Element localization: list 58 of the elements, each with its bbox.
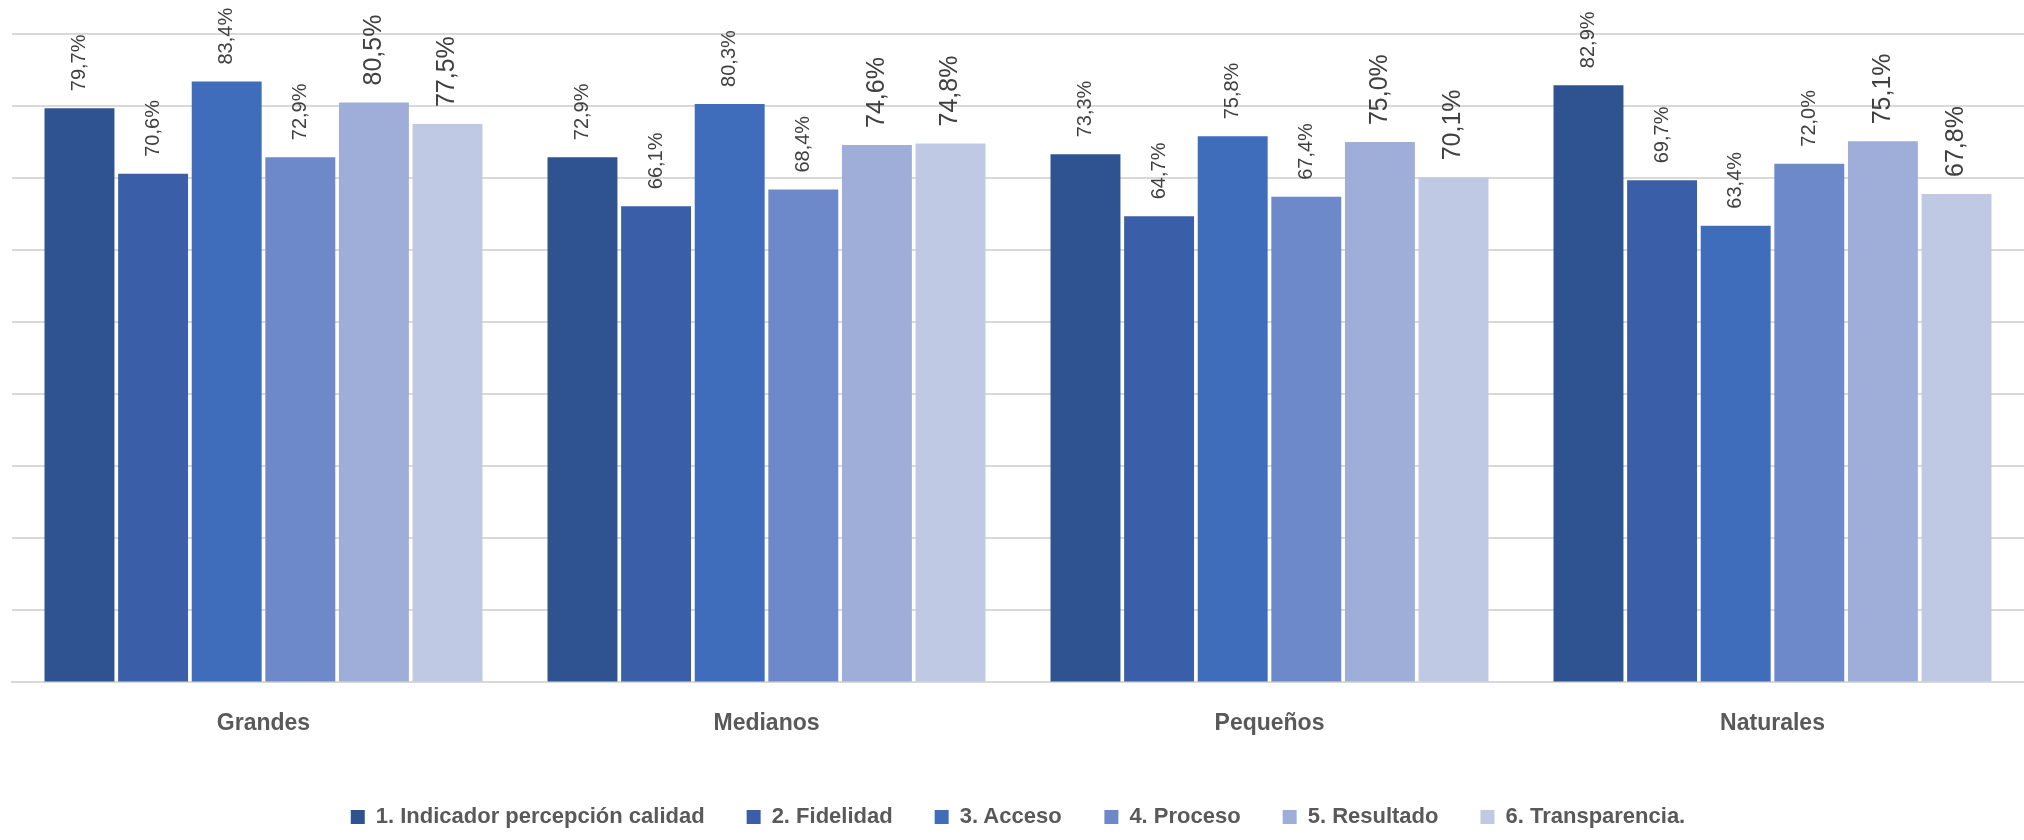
legend-label: 1. Indicador percepción calidad <box>375 803 705 829</box>
bar <box>1271 196 1342 682</box>
data-label: 73,3% <box>1073 80 1095 138</box>
bar <box>338 102 409 682</box>
data-label: 70,6% <box>140 99 163 157</box>
bar <box>621 206 692 682</box>
data-label: 66,1% <box>643 132 666 190</box>
data-label: 69,7% <box>1649 106 1672 164</box>
bar <box>191 81 262 682</box>
data-label: 74,6% <box>860 57 889 128</box>
legend-label: 6. Transparencia. <box>1505 803 1686 829</box>
bar <box>1050 154 1121 682</box>
data-label: 79,7% <box>67 34 89 92</box>
data-label: 64,7% <box>1146 142 1169 200</box>
bar <box>768 189 839 682</box>
bar <box>1774 163 1845 682</box>
data-label: 75,8% <box>1220 62 1243 120</box>
legend-label: 5. Resultado <box>1307 803 1439 829</box>
data-label: 72,9% <box>287 83 310 141</box>
bar <box>694 103 765 682</box>
data-label: 75,0% <box>1363 54 1392 126</box>
bar <box>915 143 986 682</box>
x-tick-label: Pequeños <box>1214 708 1325 735</box>
data-label: 77,5% <box>431 36 460 108</box>
legend-label: 3. Acceso <box>959 803 1062 829</box>
data-label: 74,8% <box>934 55 963 127</box>
x-tick-label: Grandes <box>216 708 311 735</box>
data-label: 67,4% <box>1293 122 1316 180</box>
bar <box>412 124 483 682</box>
data-label: 67,8% <box>1940 106 1969 177</box>
data-label: 83,4% <box>214 7 237 65</box>
bar <box>265 157 336 682</box>
x-tick-label: Medianos <box>713 708 820 735</box>
x-tick-label: Naturales <box>1720 708 1825 735</box>
bar <box>1344 142 1415 682</box>
data-label: 72,0% <box>1796 89 1819 147</box>
bar <box>1847 141 1918 682</box>
data-label: 82,9% <box>1576 11 1598 69</box>
bar <box>1553 85 1624 682</box>
bar <box>1418 177 1489 682</box>
bar <box>547 157 618 682</box>
bar <box>118 173 189 682</box>
bar <box>1700 225 1771 682</box>
data-label: 68,4% <box>790 115 813 173</box>
legend-label: 4. Proceso <box>1129 803 1241 829</box>
bar <box>1124 216 1195 682</box>
data-label: 63,4% <box>1723 151 1746 209</box>
bar <box>1627 180 1698 682</box>
legend-label: 2. Fidelidad <box>771 803 893 829</box>
bar <box>1921 193 1992 682</box>
data-label: 80,5% <box>357 14 386 86</box>
data-label: 72,9% <box>570 83 592 141</box>
bar <box>44 108 115 682</box>
bar <box>841 144 912 682</box>
bar <box>1197 136 1268 682</box>
data-label: 75,1% <box>1866 53 1895 125</box>
data-label: 70,1% <box>1437 89 1466 161</box>
data-label: 80,3% <box>717 29 740 87</box>
